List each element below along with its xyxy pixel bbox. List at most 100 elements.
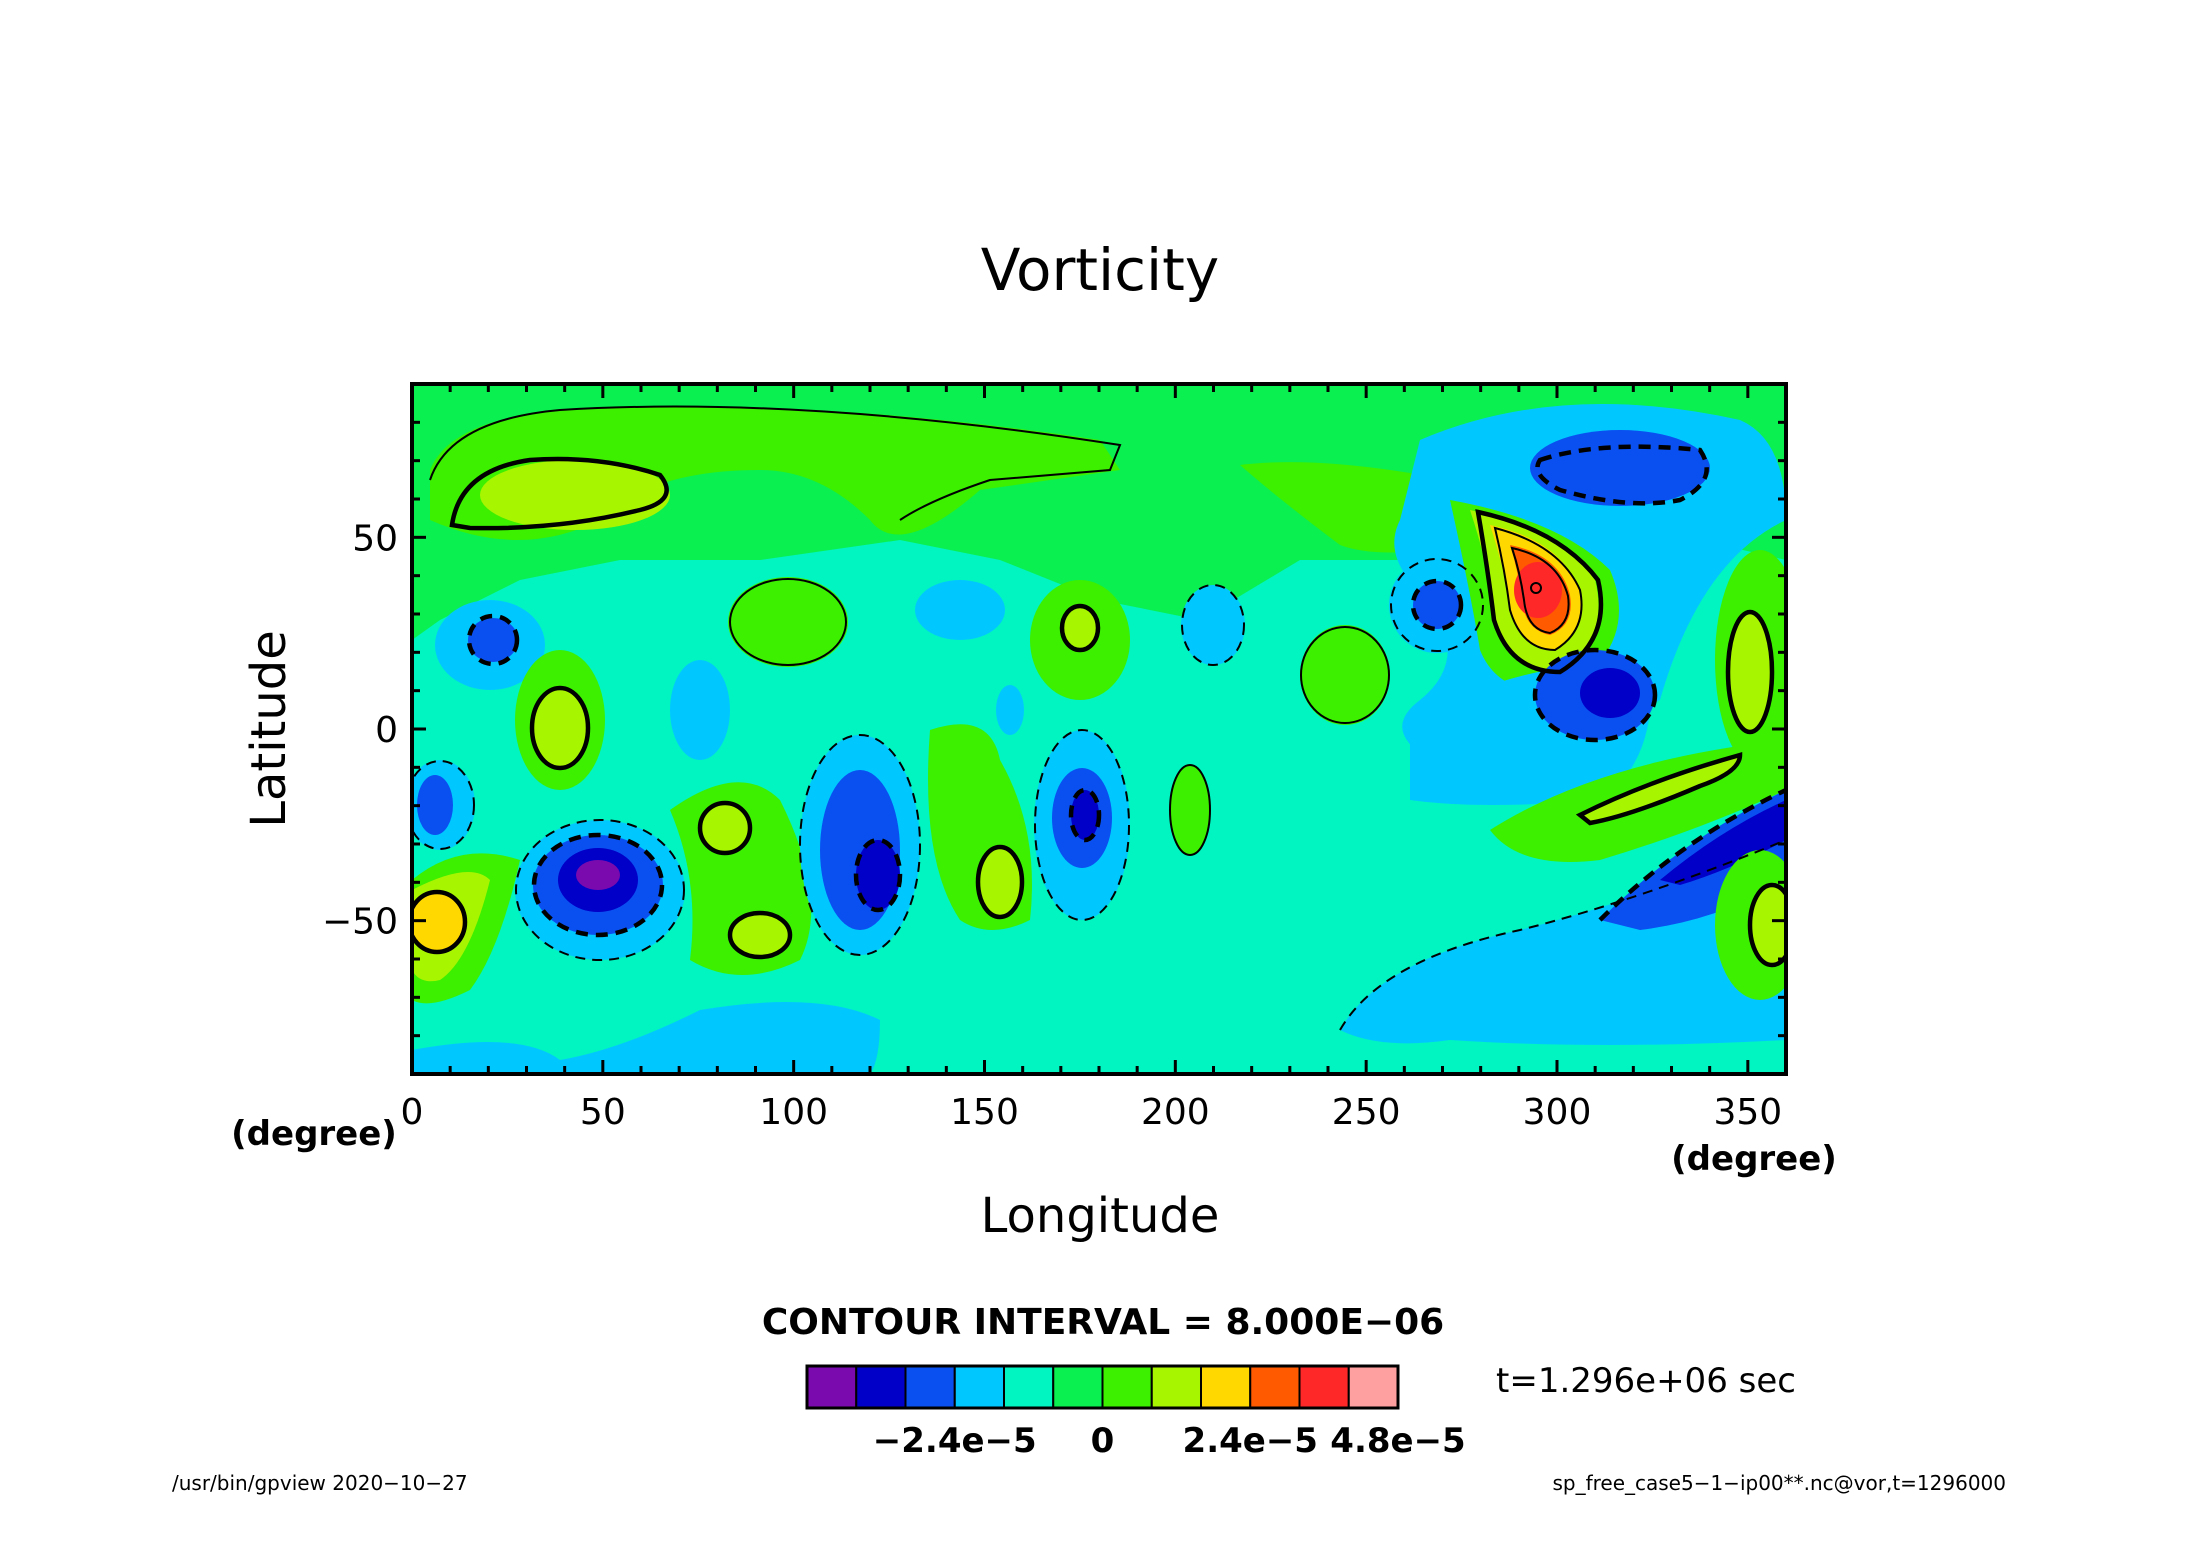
field-region-small-cyan (996, 685, 1024, 735)
field-region-se-lime-2 (1750, 885, 1786, 965)
contour-line (1181, 584, 1245, 666)
contour-line (799, 734, 921, 956)
contour-line (429, 405, 1122, 521)
colorbar (805, 1364, 1400, 1410)
contour-line (1493, 526, 1583, 652)
colorbar-swatch (806, 1365, 858, 1409)
field-region-w-blue-2 (417, 775, 453, 835)
colorbar-swatch (1249, 1365, 1301, 1409)
contour-line (1598, 787, 1786, 922)
contour-line (515, 819, 685, 961)
plot-area (412, 384, 1786, 1074)
field-region-lime-4 (1728, 612, 1772, 732)
field-region-green-5 (1300, 625, 1390, 725)
chart-title: Vorticity (981, 236, 1219, 304)
x-tick-label: 300 (1523, 1092, 1592, 1133)
contour-line (1475, 509, 1604, 675)
colorbar-frame (805, 1364, 1400, 1410)
contour-line (466, 613, 520, 667)
contour-line (853, 837, 903, 913)
contour-line (1575, 752, 1743, 826)
y-axis: −50 0 50 (322, 382, 1786, 1076)
footer-left: /usr/bin/gpview 2020−10−27 (172, 1471, 468, 1495)
x-tick-label: 350 (1713, 1092, 1782, 1133)
colorbar-swatch (1298, 1365, 1350, 1409)
field-region-s-cyan-band (412, 1002, 880, 1074)
contour-line (1530, 582, 1542, 594)
field-region-sw-yellow (412, 892, 465, 952)
colorbar-swatch (953, 1365, 1005, 1409)
contour-line (412, 889, 468, 955)
colorbar-tick-label: −2.4e−5 (873, 1421, 1037, 1461)
y-tick-label: 50 (352, 518, 398, 559)
x-axis-title: Longitude (981, 1188, 1220, 1244)
x-tick-label: 50 (580, 1092, 626, 1133)
colorbar-swatch (1150, 1365, 1202, 1409)
field-region-se-lime (1580, 755, 1740, 822)
field-region-s-lime-1 (700, 803, 750, 853)
x-tick-label: 150 (950, 1092, 1019, 1133)
contour-line (1339, 839, 1786, 1031)
field-region-s-lime-2 (730, 913, 790, 957)
field-region-center-cyan-2 (915, 580, 1005, 640)
contour-line (412, 760, 475, 850)
field-region-center-cyan (1181, 585, 1245, 665)
contour-line (1747, 882, 1786, 968)
contour-line (1300, 626, 1390, 724)
field-region-max-red (1514, 562, 1562, 618)
y-tick-label: 0 (375, 710, 398, 751)
footer-right: sp_free_case5−1−ip00**.nc@vor,t=1296000 (1552, 1471, 2006, 1495)
colorbar-swatch (1003, 1365, 1055, 1409)
x-axis-unit: (degree) (1671, 1139, 1837, 1179)
colorbar-tick-label: 2.4e−5 (1183, 1421, 1318, 1461)
x-tick-label: 0 (401, 1092, 424, 1133)
colorbar-swatch (1347, 1365, 1399, 1409)
colorbar-swatch (904, 1365, 956, 1409)
contour-line (697, 800, 753, 856)
field-region-s-green-3 (1170, 765, 1210, 855)
x-axis: 0 50 100 150 200 250 300 350 (401, 384, 1788, 1133)
field-region-s-dblue-2 (856, 840, 900, 910)
colorbar-ticks: −2.4e−5 0 2.4e−5 4.8e−5 (873, 1421, 1466, 1461)
contour-line (727, 910, 793, 960)
contour-line (531, 832, 665, 938)
time-label: t=1.296e+06 sec (1496, 1361, 1796, 1401)
colorbar-swatch (1101, 1365, 1153, 1409)
contour-interval-label: CONTOUR INTERVAL = 8.000E−06 (762, 1302, 1444, 1343)
contour-line (1068, 787, 1102, 843)
contour-line (1034, 729, 1130, 921)
contour-line (1059, 603, 1101, 653)
y-tick-label: −50 (322, 902, 398, 943)
field-region-cyan-3 (670, 660, 730, 760)
contour-line (529, 685, 591, 771)
field-region-green-2 (728, 577, 848, 667)
field-region-blue-small (1413, 581, 1461, 629)
contour-line (1510, 546, 1570, 635)
colorbar-swatch (1200, 1365, 1252, 1409)
colorbar-tick-label: 4.8e−5 (1330, 1421, 1465, 1461)
field-region-lime-3 (1062, 606, 1098, 650)
field-region-w-blue-1 (468, 618, 518, 662)
field-region-s-purple-1 (576, 860, 620, 890)
x-tick-label: 200 (1141, 1092, 1210, 1133)
field-region-s-dblue-3 (1071, 790, 1099, 840)
contour-line (729, 578, 847, 666)
contour-line (1169, 764, 1211, 856)
contour-line (1410, 578, 1464, 632)
field-region-ne-blue-1 (1530, 430, 1710, 506)
x-tick-label: 100 (759, 1092, 828, 1133)
field-region-se-dblue (1660, 800, 1786, 885)
contour-line (1725, 609, 1775, 735)
contour-line (1532, 647, 1658, 743)
field-region-eq-dblue (1580, 668, 1640, 718)
contour-line (449, 456, 669, 531)
contour-line (975, 844, 1025, 920)
contour-line (1390, 558, 1484, 652)
colorbar-swatch (1052, 1365, 1104, 1409)
colorbar-swatch (855, 1365, 907, 1409)
contour-line (1535, 444, 1709, 506)
field-region-s-lime-3 (978, 847, 1022, 917)
field-region-lime-2 (532, 688, 588, 768)
x-tick-label: 250 (1332, 1092, 1401, 1133)
y-axis-unit: (degree) (231, 1114, 397, 1154)
